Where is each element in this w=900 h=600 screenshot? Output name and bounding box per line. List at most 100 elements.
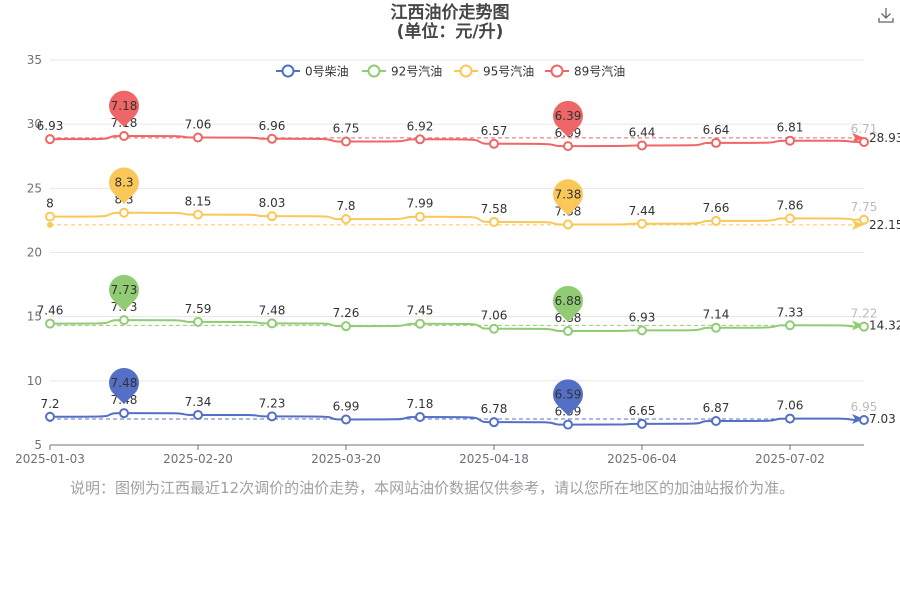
legend-item[interactable]: 92号汽油 xyxy=(362,64,442,79)
data-label: 7.58 xyxy=(481,202,508,216)
data-point[interactable] xyxy=(637,218,647,229)
data-label: 7.45 xyxy=(407,304,434,318)
data-point[interactable] xyxy=(45,411,55,422)
data-point[interactable] xyxy=(859,137,869,148)
data-point[interactable] xyxy=(267,211,277,222)
data-point[interactable] xyxy=(267,133,277,144)
max-marker-label: 8.3 xyxy=(114,176,133,190)
min-marker-pin xyxy=(553,285,584,323)
data-point[interactable] xyxy=(859,414,869,425)
average-value-label: 14.32 xyxy=(869,318,900,332)
data-label: 7.46 xyxy=(37,304,64,318)
legend-label: 95号汽油 xyxy=(483,64,534,79)
data-point[interactable] xyxy=(637,418,647,429)
data-point[interactable] xyxy=(785,213,795,224)
series-line xyxy=(49,319,865,333)
max-marker-pin xyxy=(109,167,140,204)
data-point[interactable] xyxy=(711,137,721,148)
data-point[interactable] xyxy=(341,321,351,332)
data-point[interactable] xyxy=(415,412,425,423)
download-icon[interactable] xyxy=(877,6,895,24)
data-point[interactable] xyxy=(193,209,203,220)
data-label: 7.22 xyxy=(851,307,878,321)
y-tick-label: 5 xyxy=(34,438,42,452)
average-line-start xyxy=(47,221,53,228)
y-tick-label: 35 xyxy=(27,53,42,67)
min-marker-label: 6.88 xyxy=(555,294,582,308)
data-point[interactable] xyxy=(45,134,55,145)
data-point[interactable] xyxy=(341,214,351,225)
data-point[interactable] xyxy=(785,320,795,331)
average-value-label: 7.03 xyxy=(869,412,896,426)
data-point[interactable] xyxy=(193,132,203,143)
data-point[interactable] xyxy=(785,413,795,424)
data-label: 8.03 xyxy=(259,196,286,210)
data-point[interactable] xyxy=(119,130,129,141)
data-point[interactable] xyxy=(711,215,721,226)
data-label: 7.18 xyxy=(407,397,434,411)
chart-title-main: 江西油价走势图 xyxy=(390,3,510,23)
data-point[interactable] xyxy=(415,211,425,222)
x-tick-label: 2025-02-20 xyxy=(163,452,233,466)
legend-item[interactable]: 95号汽油 xyxy=(454,64,534,79)
data-point[interactable] xyxy=(341,136,351,147)
data-label: 6.44 xyxy=(629,125,656,139)
data-point[interactable] xyxy=(119,408,129,419)
data-label: 7.14 xyxy=(703,308,730,322)
data-label: 6.57 xyxy=(481,124,508,138)
data-point[interactable] xyxy=(563,141,573,152)
data-point[interactable] xyxy=(563,419,573,430)
data-point[interactable] xyxy=(341,414,351,425)
max-marker-pin xyxy=(109,274,140,312)
data-point[interactable] xyxy=(415,318,425,329)
average-value-label: 22.15 xyxy=(869,218,900,232)
legend-item[interactable]: 89号汽油 xyxy=(545,64,625,79)
x-tick-label: 2025-06-04 xyxy=(607,452,677,466)
average-line-arrow xyxy=(852,320,864,331)
data-point[interactable] xyxy=(193,409,203,420)
data-label: 6.96 xyxy=(259,119,286,133)
min-marker-label: 7.38 xyxy=(555,188,582,202)
data-point[interactable] xyxy=(119,315,129,326)
data-point[interactable] xyxy=(637,325,647,336)
legend-marker xyxy=(459,64,473,78)
data-label: 6.95 xyxy=(851,400,878,414)
data-point[interactable] xyxy=(563,219,573,230)
y-tick-label: 10 xyxy=(27,374,42,388)
data-label: 6.92 xyxy=(407,119,434,133)
chart-title-unit: (单位：元/升) xyxy=(396,22,504,42)
data-point[interactable] xyxy=(193,316,203,327)
series-line xyxy=(49,211,865,226)
data-point[interactable] xyxy=(45,318,55,329)
legend-label: 0号柴油 xyxy=(305,65,349,79)
data-point[interactable] xyxy=(489,323,499,334)
data-label: 6.65 xyxy=(629,404,656,418)
data-point[interactable] xyxy=(785,135,795,146)
data-point[interactable] xyxy=(267,318,277,329)
data-point[interactable] xyxy=(859,321,869,332)
data-point[interactable] xyxy=(859,214,869,225)
data-point[interactable] xyxy=(119,207,129,218)
data-point[interactable] xyxy=(637,140,647,151)
legend-item[interactable]: 0号柴油 xyxy=(276,64,349,79)
data-label: 6.87 xyxy=(703,401,730,415)
data-point[interactable] xyxy=(267,411,277,422)
data-point[interactable] xyxy=(489,417,499,428)
max-marker-label: 7.18 xyxy=(111,99,138,113)
data-point[interactable] xyxy=(489,138,499,149)
data-label: 7.8 xyxy=(336,199,355,213)
min-marker-pin xyxy=(553,179,584,216)
data-point[interactable] xyxy=(563,326,573,337)
data-point[interactable] xyxy=(711,416,721,427)
data-label: 6.93 xyxy=(629,310,656,324)
x-tick-label: 2025-07-02 xyxy=(755,452,825,466)
data-label: 7.44 xyxy=(629,204,656,218)
data-label: 6.75 xyxy=(333,121,360,135)
data-point[interactable] xyxy=(711,322,721,333)
data-point[interactable] xyxy=(45,211,55,222)
data-point[interactable] xyxy=(489,216,499,227)
average-line-arrow xyxy=(852,219,864,230)
data-point[interactable] xyxy=(415,134,425,145)
legend-marker xyxy=(281,64,295,78)
max-marker-label: 7.73 xyxy=(111,283,138,297)
